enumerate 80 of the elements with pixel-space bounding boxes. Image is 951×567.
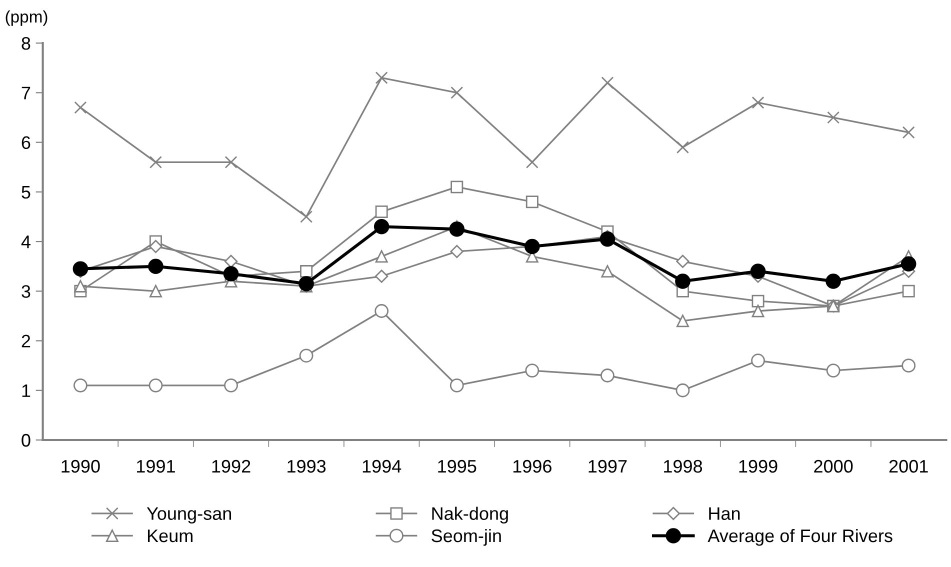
point: [902, 284, 915, 298]
point: [450, 86, 464, 99]
point: [902, 126, 915, 139]
point: [526, 196, 538, 208]
x-tick-label: 1993: [288, 460, 326, 473]
point: [149, 240, 162, 254]
point: [224, 156, 238, 168]
point: [449, 222, 465, 237]
point: [752, 96, 764, 109]
point: [450, 378, 464, 392]
point: [601, 265, 614, 278]
point: [525, 364, 540, 378]
point: [375, 270, 388, 283]
y-tick-label: 2: [22, 334, 30, 348]
point: [148, 258, 164, 274]
point: [902, 358, 916, 373]
point: [676, 141, 689, 154]
point: [375, 206, 388, 218]
point: [149, 284, 162, 298]
point: [450, 180, 464, 194]
x-tick-label: 1996: [513, 460, 552, 473]
point: [224, 254, 238, 268]
point: [450, 244, 464, 258]
y-tick-label: 6: [22, 136, 30, 150]
point: [526, 156, 538, 168]
y-axis-title: (ppm): [6, 10, 48, 26]
x-tick-label: 1994: [362, 460, 402, 473]
point: [300, 265, 313, 278]
legend-label: Keum: [148, 530, 192, 542]
y-tick-label: 7: [22, 86, 30, 100]
legend-label: Seom-jin: [432, 528, 501, 546]
point: [750, 264, 766, 279]
legend-label: Young-san: [146, 507, 232, 524]
point: [374, 219, 390, 234]
x-tick-label: 1991: [137, 460, 175, 473]
point: [676, 254, 690, 268]
point: [752, 304, 764, 318]
x-tick-label: 1998: [664, 460, 702, 473]
x-tick-label: 2000: [814, 460, 853, 473]
point: [675, 274, 690, 289]
point: [827, 111, 840, 124]
point: [72, 261, 88, 276]
y-tick-label: 3: [22, 285, 30, 298]
legend-label: Han: [709, 507, 740, 520]
point: [600, 231, 616, 247]
point: [676, 314, 689, 328]
point: [298, 276, 314, 292]
point: [375, 250, 388, 263]
point: [74, 101, 87, 114]
x-tick-label: 1995: [438, 460, 476, 473]
point: [74, 280, 87, 292]
point: [900, 256, 916, 272]
x-tick-label: 2001: [889, 460, 928, 473]
x-tick-label: 1990: [62, 460, 100, 473]
y-tick-label: 1: [22, 384, 30, 397]
point: [752, 294, 764, 308]
point: [300, 210, 313, 223]
point: [601, 76, 614, 90]
point: [600, 368, 614, 382]
y-tick-label: 0: [22, 434, 30, 447]
point: [148, 378, 163, 392]
x-tick-label: 1999: [739, 460, 778, 473]
point: [676, 383, 690, 398]
point: [375, 72, 388, 84]
point: [223, 266, 239, 282]
y-tick-label: 4: [21, 236, 30, 248]
point: [826, 274, 841, 289]
point: [751, 354, 765, 368]
legend-label: Nak-dong: [432, 506, 508, 524]
x-tick-label: 1992: [212, 460, 250, 473]
legend-label: Average of Four Rivers: [708, 528, 892, 546]
point: [374, 304, 389, 318]
point: [224, 378, 238, 392]
point: [149, 156, 162, 168]
y-tick-label: 5: [22, 186, 30, 199]
point: [73, 378, 88, 392]
point: [299, 348, 314, 363]
x-tick-label: 1997: [588, 460, 627, 473]
point: [826, 364, 840, 378]
y-tick-label: 8: [22, 37, 30, 50]
